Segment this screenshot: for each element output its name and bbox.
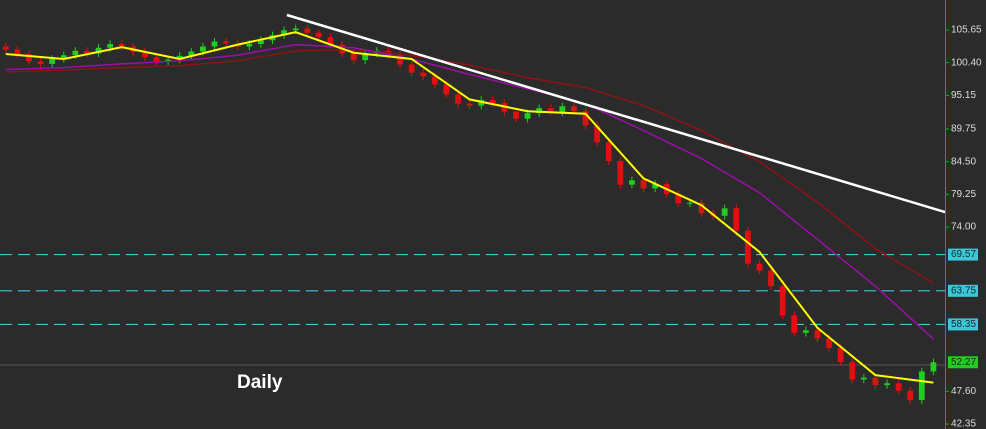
candle-body: [37, 61, 44, 64]
y-tick-label: 74.00: [951, 222, 976, 233]
chart-title: Daily: [237, 372, 283, 393]
candle-body: [930, 362, 937, 372]
candle-body: [895, 383, 902, 391]
candle-body: [687, 202, 693, 204]
candle-body: [582, 111, 589, 126]
candle-body: [907, 390, 914, 401]
candle-body: [524, 113, 531, 119]
candle-body: [362, 53, 369, 61]
candle-body: [281, 30, 287, 36]
price-level-label: 58.35: [951, 319, 976, 330]
candle-body: [837, 347, 844, 363]
candle-body: [872, 377, 879, 386]
candle-body: [489, 100, 496, 104]
candle-body: [327, 37, 334, 45]
candle-body: [455, 94, 461, 104]
candle-body: [605, 142, 612, 162]
candle-body: [640, 180, 647, 189]
candle-body: [200, 46, 206, 52]
candle-body: [860, 377, 867, 380]
candle-body: [176, 55, 183, 60]
moving-average: [5, 31, 934, 384]
candle-body: [26, 53, 32, 62]
price-level-label: 69.57: [951, 249, 976, 260]
candle-body: [733, 208, 740, 231]
candle-body: [629, 180, 635, 185]
candle-body: [246, 44, 253, 47]
candle-body: [513, 111, 519, 119]
y-tick-label: 79.25: [951, 189, 976, 200]
candle-body: [536, 108, 543, 114]
candle-body: [571, 106, 577, 112]
candle-body: [802, 330, 809, 333]
candle-body: [420, 72, 427, 77]
candle-body: [547, 108, 554, 113]
candle-body: [884, 383, 890, 386]
candle-body: [142, 52, 148, 58]
candle-body: [397, 55, 403, 65]
y-tick-label: 95.15: [951, 90, 976, 101]
price-level-tag: [948, 284, 978, 297]
candle-body: [2, 46, 9, 50]
candle-body: [315, 32, 322, 38]
moving-average: [5, 43, 934, 340]
candle-body: [826, 338, 832, 348]
trendline: [286, 13, 946, 214]
price-level-tag: [948, 318, 978, 331]
candle-body: [849, 362, 856, 380]
candle-body: [698, 202, 705, 214]
candle-body: [443, 84, 450, 95]
candle-body: [478, 100, 485, 106]
price-level-label: 63.75: [951, 285, 976, 296]
last-price-label: 52.27: [951, 357, 976, 368]
candle-body: [304, 28, 311, 33]
candle-body: [559, 106, 566, 113]
candle-body: [652, 184, 659, 189]
candle-body: [84, 50, 90, 54]
candle-body: [814, 330, 821, 339]
candle-body: [257, 40, 264, 45]
last-price-tag: [948, 356, 978, 369]
candle-body: [107, 44, 114, 48]
y-tick-label: 47.60: [951, 386, 976, 397]
candle-body: [292, 28, 299, 31]
candle-body: [675, 194, 682, 204]
candle-body: [223, 41, 230, 44]
candle-body: [466, 103, 473, 106]
candle-body: [72, 50, 79, 56]
candle-body: [211, 41, 218, 47]
candle-body: [721, 208, 728, 216]
candle-body: [431, 76, 438, 85]
candle-body: [791, 315, 798, 333]
candle-body: [408, 64, 415, 73]
candle-body: [49, 58, 56, 64]
moving-average: [5, 48, 934, 284]
candle-body: [95, 47, 102, 54]
candle-body: [756, 263, 763, 271]
candle-body: [188, 51, 195, 56]
candle-body: [779, 286, 786, 316]
candle-body: [14, 49, 21, 54]
candle-body: [153, 57, 160, 62]
candle-body: [617, 161, 624, 185]
y-tick-label: 42.35: [951, 419, 976, 429]
y-tick-label: 89.75: [951, 124, 976, 135]
y-tick-label: 84.50: [951, 156, 976, 167]
candle-body: [60, 55, 67, 59]
candle-body: [768, 270, 774, 287]
candle-body: [594, 125, 601, 143]
candle-body: [165, 59, 172, 62]
candle-body: [744, 230, 751, 264]
candle-body: [118, 44, 125, 47]
price-level-tag: [948, 248, 978, 261]
y-tick-label: 105.65: [951, 25, 982, 36]
y-tick-label: 100.40: [951, 57, 982, 68]
candle-body: [350, 53, 357, 61]
candle-body: [918, 371, 925, 401]
